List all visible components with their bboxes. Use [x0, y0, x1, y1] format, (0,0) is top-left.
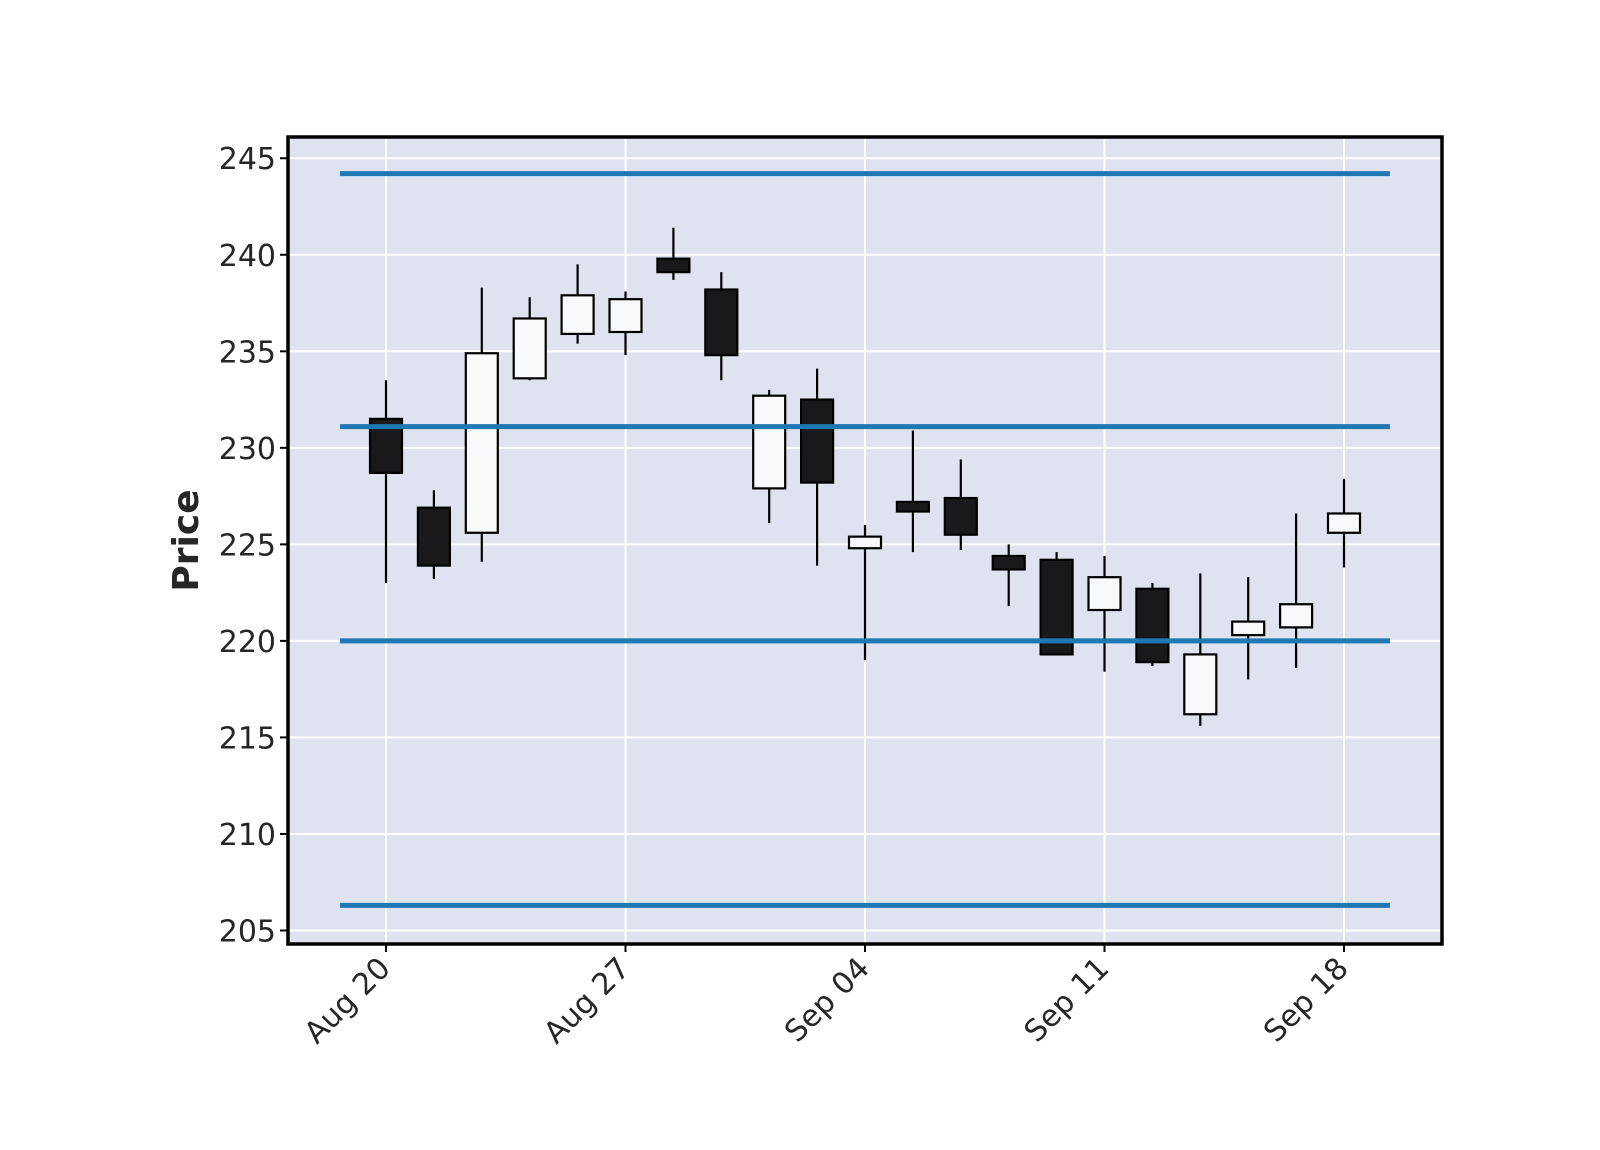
x-tick-label: Aug 20: [298, 951, 398, 1051]
candle: [1278, 513, 1314, 668]
y-tick-label: 215: [219, 721, 276, 756]
candle: [560, 264, 595, 344]
candle-body-up: [608, 298, 643, 334]
candle: [608, 291, 643, 356]
y-tick-label: 220: [219, 625, 276, 660]
candle-body-up: [512, 317, 547, 380]
candle-body-up: [752, 394, 787, 490]
candle: [752, 389, 787, 524]
candle-body-down: [799, 398, 835, 484]
candle: [1087, 555, 1122, 672]
candle: [991, 544, 1026, 607]
candle: [704, 272, 739, 381]
x-axis-ticks: Aug 20 Aug 27 Sep 04 Sep 11 Sep 18: [298, 944, 1356, 1051]
candle-body-down: [895, 500, 931, 513]
y-tick-label: 210: [219, 818, 276, 853]
candle: [847, 525, 883, 661]
y-tick-label: 240: [219, 239, 276, 274]
candle-body-up: [847, 535, 883, 550]
candle-body-down: [1135, 587, 1170, 664]
candle-body-up: [1278, 603, 1314, 629]
x-tick-label: Sep 11: [1018, 951, 1116, 1049]
y-tick-label: 235: [219, 335, 276, 370]
x-tick-label: Sep 18: [1257, 951, 1355, 1049]
x-tick-label: Sep 04: [778, 951, 876, 1049]
candle: [1326, 478, 1362, 568]
candle: [1183, 573, 1218, 726]
candle-body-down: [704, 288, 739, 357]
candle-body-down: [991, 554, 1026, 571]
x-tick-label: Aug 27: [537, 951, 637, 1051]
horizontal-lines: [340, 171, 1390, 908]
candle: [464, 287, 499, 562]
candle: [1135, 582, 1170, 666]
candle-body-up: [1087, 576, 1122, 612]
candle-body-up: [1231, 620, 1266, 637]
candle: [799, 368, 835, 566]
candle-body-up: [464, 352, 499, 534]
candle: [416, 490, 451, 580]
candle-body-up: [1326, 512, 1362, 534]
y-tick-label: 245: [219, 142, 276, 177]
y-tick-label: 230: [219, 432, 276, 467]
y-tick-label: 225: [219, 528, 276, 563]
candle-body-down: [416, 506, 451, 567]
candle: [943, 459, 978, 551]
candle: [512, 297, 547, 381]
candle: [895, 430, 931, 553]
candle: [1231, 577, 1266, 680]
candle-body-down: [943, 496, 978, 536]
candle-body-up: [1183, 653, 1218, 716]
candle: [656, 227, 691, 280]
candle-body-down: [656, 257, 691, 274]
y-axis-label: Price: [166, 489, 207, 591]
y-axis-ticks: 205 210 215 220 225 230 235 240 245: [219, 142, 288, 949]
candle-body-up: [560, 294, 595, 336]
y-tick-label: 205: [219, 914, 276, 949]
